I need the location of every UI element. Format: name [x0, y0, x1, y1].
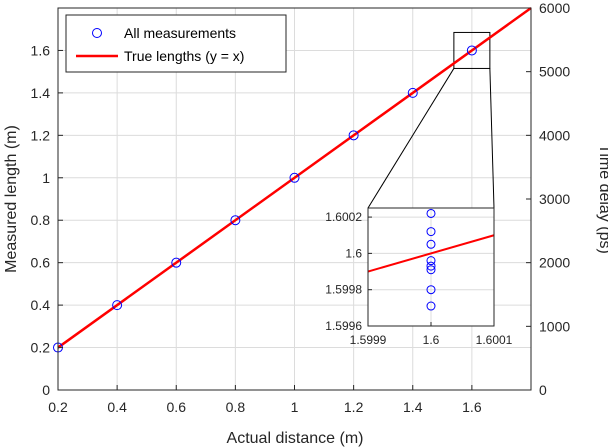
x-tick-label: 0.6 [167, 399, 187, 415]
y-tick-label: 0.6 [31, 255, 51, 271]
legend: All measurements True lengths (y = x) [65, 14, 287, 73]
inset-y-tick-label: 1.6 [345, 246, 362, 260]
inset-measurement-point [426, 227, 436, 237]
y-right-tick-label: 3000 [539, 191, 570, 207]
measurement-point [112, 300, 123, 311]
inset-measurement-point [426, 261, 436, 271]
zoom-connector-left [367, 68, 455, 209]
inset-y-tick-label: 1.6002 [325, 210, 362, 224]
y-tick-label: 0.4 [31, 297, 51, 313]
zoom-connector [367, 31, 495, 209]
y-right-tick-label: 1000 [539, 318, 570, 334]
x-tick-label: 0.8 [226, 399, 246, 415]
main-axes: 0.2 0.4 0.6 0.8 1 1.2 1.4 1.600.20.40.60.811.21… [31, 0, 571, 415]
legend-label-true: True lengths (y = x) [124, 48, 244, 64]
y-right-tick-label: 0 [539, 382, 547, 398]
y-right-tick-label: 5000 [539, 64, 570, 80]
measurement-point [348, 130, 359, 141]
legend-marker-measurements [92, 28, 102, 38]
x-tick-label: 0.4 [107, 399, 127, 415]
measurement-point [230, 215, 241, 226]
inset-x-tick-label: 1.6001 [476, 333, 513, 347]
zoom-box [453, 31, 491, 69]
inset-measurement-point [426, 208, 436, 218]
x-tick-label: 1.2 [344, 399, 364, 415]
y-right-tick-label: 4000 [539, 127, 570, 143]
x-tick-label: 1.4 [403, 399, 423, 415]
main-series [53, 6, 532, 353]
y-tick-label: 1 [42, 170, 50, 186]
y-tick-label: 1.2 [31, 127, 51, 143]
inset-y-tick-label: 1.5998 [325, 283, 362, 297]
inset-measurement-point [426, 301, 436, 311]
measurement-point [289, 172, 300, 183]
inset-x-tick-label: 1.6 [423, 333, 440, 347]
x-tick-label: 1.6 [462, 399, 482, 415]
measurement-point [466, 45, 477, 56]
y-tick-label: 0.2 [31, 340, 51, 356]
legend-label-measurements: All measurements [124, 25, 236, 41]
x-tick-label: 0.2 [48, 399, 68, 415]
measurement-point [171, 257, 182, 268]
inset-measurement-point [426, 239, 436, 249]
x-axis-label: Actual distance (m) [227, 430, 364, 447]
inset-measurement-point [426, 265, 436, 275]
y-tick-label: 1.6 [31, 42, 51, 58]
true-lengths-line [57, 6, 532, 349]
zoom-connector-right [489, 68, 495, 209]
inset-x-tick-label: 1.5999 [350, 333, 387, 347]
y-axis-right-label: Time delay (ps) [596, 144, 608, 254]
y-tick-label: 0 [42, 382, 50, 398]
y-tick-label: 1.4 [31, 85, 51, 101]
measurement-point [407, 87, 418, 98]
legend-box [65, 14, 287, 73]
inset-y-tick-label: 1.5996 [325, 319, 362, 333]
inset-measurement-point [426, 285, 436, 295]
y-tick-label: 0.8 [31, 212, 51, 228]
y-axis-label: Measured length (m) [3, 125, 20, 273]
y-right-tick-label: 2000 [539, 255, 570, 271]
inset-plot: 1.5999 1.6 1.6001 1.5996 1.5998 1.6 1.6002 [325, 207, 513, 347]
y-right-tick-label: 6000 [539, 0, 570, 16]
inset-true-line [367, 234, 495, 273]
inset-measurement-point [426, 256, 436, 266]
x-tick-label: 1 [291, 399, 299, 415]
